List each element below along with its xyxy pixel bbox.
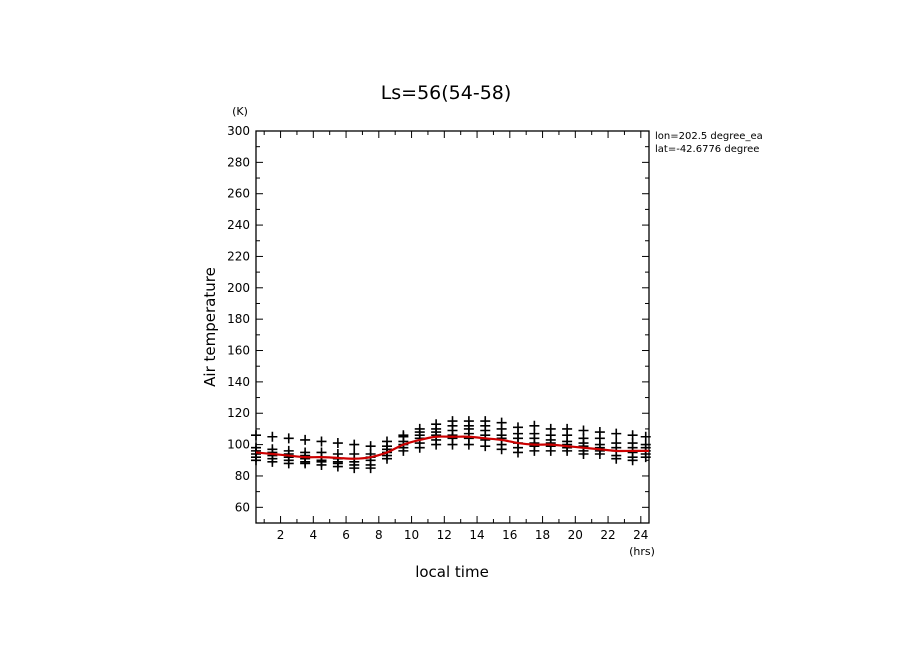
data-point-plus bbox=[545, 445, 556, 456]
data-point-plus bbox=[267, 431, 278, 442]
data-point-plus bbox=[480, 441, 491, 452]
plot-frame bbox=[255, 130, 650, 524]
y-unit-label: (K) bbox=[232, 105, 248, 118]
x-tick-label: 6 bbox=[342, 528, 350, 542]
y-tick-label: 220 bbox=[227, 249, 250, 263]
y-tick-label: 300 bbox=[227, 124, 250, 138]
x-tick-label: 16 bbox=[502, 528, 517, 542]
data-point-plus bbox=[594, 449, 605, 460]
data-point-plus bbox=[414, 442, 425, 453]
y-tick-label: 120 bbox=[227, 406, 250, 420]
y-axis-label: Air temperature bbox=[201, 267, 219, 387]
data-point-plus bbox=[332, 461, 343, 472]
annotation-clip-mask bbox=[781, 120, 904, 160]
data-point-plus bbox=[513, 447, 523, 458]
x-axis-label: local time bbox=[415, 563, 489, 581]
data-point-plus bbox=[300, 458, 311, 469]
data-point-plus bbox=[251, 455, 261, 466]
y-tick-label: 200 bbox=[227, 281, 250, 295]
data-point-plus bbox=[611, 453, 622, 464]
data-point-plus bbox=[349, 463, 360, 474]
data-point-plus bbox=[496, 444, 507, 455]
data-point-plus bbox=[300, 434, 311, 445]
x-tick-label: 20 bbox=[568, 528, 583, 542]
x-tick-label: 2 bbox=[277, 528, 285, 542]
data-point-plus bbox=[640, 452, 651, 463]
x-tick-label: 8 bbox=[375, 528, 383, 542]
y-tick-label: 280 bbox=[227, 155, 250, 169]
y-tick-label: 160 bbox=[227, 344, 250, 358]
annotation-lon: lon=202.5 degree_ea bbox=[655, 131, 763, 142]
y-tick-label: 60 bbox=[235, 500, 250, 514]
data-point-plus bbox=[611, 428, 622, 439]
x-tick-label: 4 bbox=[309, 528, 317, 542]
x-unit-label: (hrs) bbox=[629, 545, 655, 558]
data-point-plus bbox=[627, 455, 638, 466]
data-point-plus bbox=[267, 456, 278, 467]
data-point-plus bbox=[382, 453, 392, 464]
y-tick-label: 100 bbox=[227, 438, 250, 452]
x-tick-label: 18 bbox=[535, 528, 550, 542]
x-tick-label: 12 bbox=[437, 528, 452, 542]
y-tick-label: 80 bbox=[235, 469, 250, 483]
y-tick-label: 240 bbox=[227, 218, 250, 232]
x-tick-label: 22 bbox=[600, 528, 615, 542]
data-point-plus bbox=[251, 430, 261, 441]
data-point-plus bbox=[431, 439, 442, 450]
data-point-plus bbox=[578, 449, 589, 460]
x-tick-label: 14 bbox=[469, 528, 484, 542]
data-point-plus bbox=[283, 458, 294, 469]
data-point-plus bbox=[316, 459, 327, 470]
data-point-plus bbox=[283, 433, 294, 444]
data-point-plus bbox=[332, 438, 343, 449]
data-point-plus bbox=[316, 436, 327, 447]
chart-title: Ls=56(54-58) bbox=[381, 82, 512, 104]
x-tick-label: 24 bbox=[633, 528, 648, 542]
x-tick-label: 10 bbox=[404, 528, 419, 542]
data-point-plus bbox=[365, 463, 376, 474]
data-point-plus bbox=[463, 439, 474, 450]
data-point-plus bbox=[447, 439, 458, 450]
y-tick-label: 180 bbox=[227, 312, 250, 326]
data-point-plus bbox=[349, 439, 360, 450]
y-tick-label: 260 bbox=[227, 187, 250, 201]
data-point-plus bbox=[562, 445, 573, 456]
plot-layer: 2 4 6 8 10 12 14 16 18 20 22 2460801001201401601802… bbox=[227, 124, 651, 542]
mean-line bbox=[255, 435, 649, 460]
annotation-lat: lat=-42.6776 degree bbox=[655, 144, 759, 155]
data-point-plus bbox=[398, 445, 409, 456]
data-point-plus bbox=[529, 445, 540, 456]
y-tick-label: 140 bbox=[227, 375, 250, 389]
